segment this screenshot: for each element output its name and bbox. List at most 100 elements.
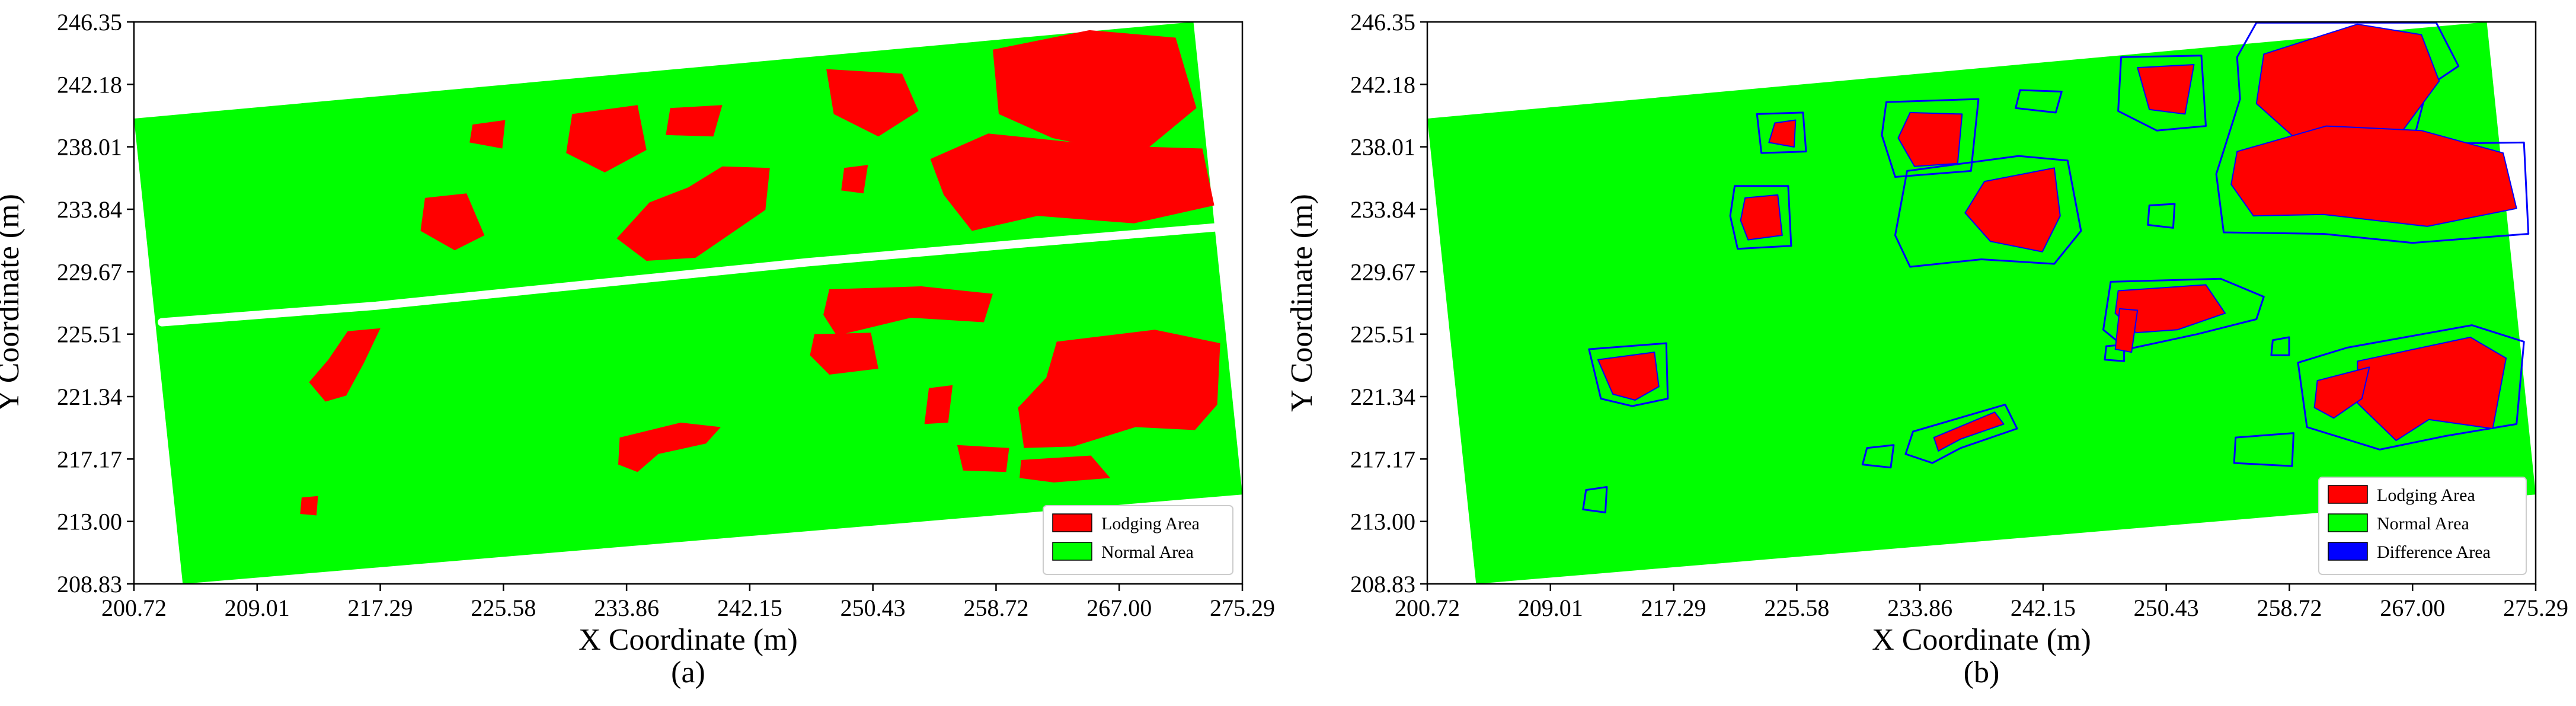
legend-label: Lodging Area xyxy=(1101,514,1200,534)
y-tick-label: 213.00 xyxy=(1350,509,1415,535)
lodging-region xyxy=(841,165,868,194)
difference-region xyxy=(2015,89,2063,114)
x-tick-label: 258.72 xyxy=(963,595,1028,621)
x-tick-label: 209.01 xyxy=(1518,595,1583,621)
lodging-region xyxy=(1933,411,2005,452)
y-tick-label: 238.01 xyxy=(1350,134,1415,161)
lodging-region xyxy=(1597,352,1660,401)
lodging-region xyxy=(1964,167,2061,253)
axes-frame xyxy=(133,21,1244,585)
legend-swatch xyxy=(2328,542,2368,561)
legend-label: Difference Area xyxy=(2377,542,2491,562)
lodging-region xyxy=(469,120,506,149)
difference-region xyxy=(1756,111,1807,154)
difference-region xyxy=(2147,203,2176,229)
legend: Lodging Area Normal Area Difference Area xyxy=(2318,477,2527,575)
lodging-region xyxy=(309,328,381,402)
legend-label: Normal Area xyxy=(1101,542,1194,562)
legend-label: Normal Area xyxy=(2377,514,2469,534)
legend-swatch xyxy=(1052,513,1092,532)
x-tick-label: 233.86 xyxy=(594,595,659,621)
lodging-region xyxy=(930,133,1215,231)
difference-region xyxy=(1729,185,1792,250)
y-tick-label: 221.34 xyxy=(57,384,122,410)
legend-swatch xyxy=(1052,542,1092,561)
lodging-region xyxy=(2114,284,2226,334)
lodging-region xyxy=(1018,330,1220,448)
lodging-region xyxy=(1740,194,1783,241)
legend-swatch xyxy=(2328,513,2368,532)
y-tick-label: 246.35 xyxy=(1350,9,1415,36)
difference-region xyxy=(1582,486,1608,513)
x-axis-label: X Coordinate (m) xyxy=(579,623,798,657)
lodging-region xyxy=(616,166,770,261)
lodging-region xyxy=(2357,336,2507,442)
difference-region xyxy=(1881,98,1980,178)
x-tick-label: 258.72 xyxy=(2257,595,2322,621)
lodging-region xyxy=(823,286,993,336)
y-tick-label: 225.51 xyxy=(1350,321,1415,348)
y-tick-label: 217.17 xyxy=(1350,446,1415,472)
y-tick-label: 229.67 xyxy=(57,258,122,285)
legend-swatch xyxy=(2328,485,2368,504)
difference-region xyxy=(1904,404,2018,464)
difference-region xyxy=(2270,336,2290,356)
field-gap xyxy=(158,222,1232,327)
y-tick-label: 233.84 xyxy=(1350,196,1415,223)
lodging-region xyxy=(957,445,1009,472)
x-tick-label: 275.29 xyxy=(2503,595,2568,621)
lodging-region xyxy=(420,193,485,251)
lodging-region xyxy=(300,496,318,516)
x-tick-label: 250.43 xyxy=(840,595,906,621)
y-tick-label: 208.83 xyxy=(1350,571,1415,598)
x-tick-label: 275.29 xyxy=(1210,595,1275,621)
y-tick-label: 242.18 xyxy=(57,71,122,98)
lodging-region xyxy=(2313,366,2370,419)
y-axis-label: Y Coordinate (m) xyxy=(1285,194,1319,412)
legend-label: Lodging Area xyxy=(2377,485,2475,505)
difference-region xyxy=(2233,432,2294,467)
difference-region xyxy=(2297,324,2525,451)
lodging-region xyxy=(2255,23,2440,140)
lodging-region xyxy=(618,422,721,472)
legend: Lodging Area Normal Area xyxy=(1043,505,1233,575)
x-tick-label: 200.72 xyxy=(1395,595,1460,621)
x-tick-label: 225.58 xyxy=(471,595,536,621)
difference-region xyxy=(2215,22,2530,244)
panel-label: (a) xyxy=(671,656,705,689)
y-tick-label: 246.35 xyxy=(57,9,122,36)
x-tick-label: 200.72 xyxy=(101,595,167,621)
x-tick-label: 217.29 xyxy=(1641,595,1706,621)
panel-label: (b) xyxy=(1964,656,2000,689)
x-tick-label: 250.43 xyxy=(2134,595,2199,621)
lodging-region xyxy=(924,385,953,424)
x-axis-label: X Coordinate (m) xyxy=(1872,623,2091,657)
lodging-region xyxy=(2137,64,2195,115)
y-tick-label: 213.00 xyxy=(57,509,122,535)
axes-frame xyxy=(1426,21,2537,585)
lodging-region xyxy=(1019,455,1111,483)
difference-region xyxy=(2117,55,2207,132)
x-tick-label: 217.29 xyxy=(348,595,413,621)
y-tick-label: 208.83 xyxy=(57,571,122,598)
difference-region xyxy=(1588,342,1669,407)
x-tick-label: 225.58 xyxy=(1764,595,1829,621)
x-tick-label: 267.00 xyxy=(2380,595,2445,621)
lodging-region xyxy=(1897,111,1963,167)
plot-area xyxy=(134,22,1242,584)
y-tick-label: 221.34 xyxy=(1350,384,1415,410)
x-tick-label: 209.01 xyxy=(225,595,290,621)
lodging-region xyxy=(666,105,723,137)
difference-region xyxy=(2102,277,2265,350)
panel-b: 200.72 209.01 217.29 225.58 233.86 242.15 250.… xyxy=(1285,9,2568,689)
lodging-region xyxy=(2114,308,2139,353)
y-axis-label: Y Coordinate (m) xyxy=(0,194,25,412)
lodging-region xyxy=(993,30,1197,156)
x-tick-label: 242.15 xyxy=(2011,595,2076,621)
y-tick-label: 242.18 xyxy=(1350,71,1415,98)
x-tick-label: 242.15 xyxy=(717,595,782,621)
lodging-region xyxy=(826,69,919,137)
difference-region xyxy=(1894,155,2082,268)
